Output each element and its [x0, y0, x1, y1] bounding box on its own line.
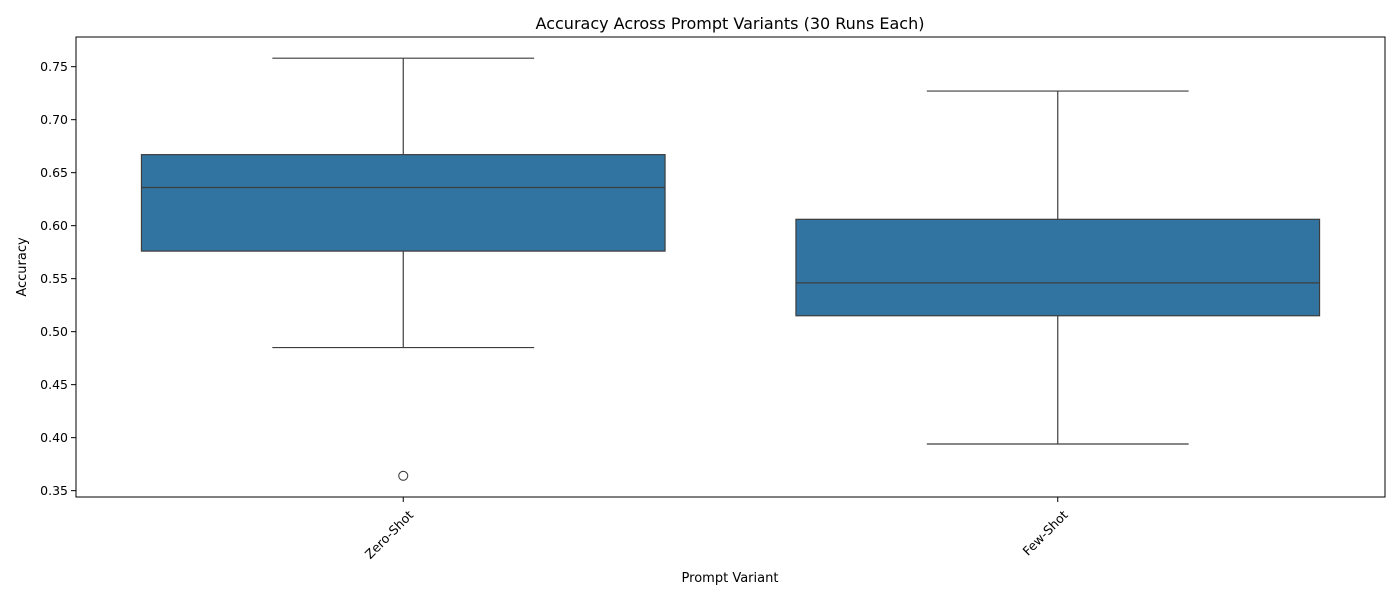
iqr-box: [795, 218, 1321, 317]
iqr-box: [140, 154, 666, 252]
y-tick-label: 0.75: [40, 59, 68, 74]
y-tick-label: 0.55: [40, 271, 68, 286]
plot-area: [140, 57, 1321, 481]
box-few-shot: [795, 90, 1321, 445]
y-tick-label: 0.40: [40, 430, 68, 445]
y-tick-label: 0.70: [40, 112, 68, 127]
y-tick-label: 0.50: [40, 324, 68, 339]
chart-title: Accuracy Across Prompt Variants (30 Runs…: [536, 14, 925, 33]
y-tick-label: 0.60: [40, 218, 68, 233]
y-tick-label: 0.65: [40, 165, 68, 180]
x-tick-label: Zero-Shot: [362, 507, 416, 561]
y-axis-label: Accuracy: [15, 237, 30, 297]
outlier-point: [398, 470, 409, 481]
plot-frame: [75, 36, 1386, 498]
x-tick-label: Few-Shot: [1020, 507, 1071, 558]
x-axis-label: Prompt Variant: [682, 571, 779, 586]
y-tick-label: 0.35: [40, 483, 68, 498]
box-zero-shot: [140, 57, 666, 481]
y-tick-label: 0.45: [40, 377, 68, 392]
